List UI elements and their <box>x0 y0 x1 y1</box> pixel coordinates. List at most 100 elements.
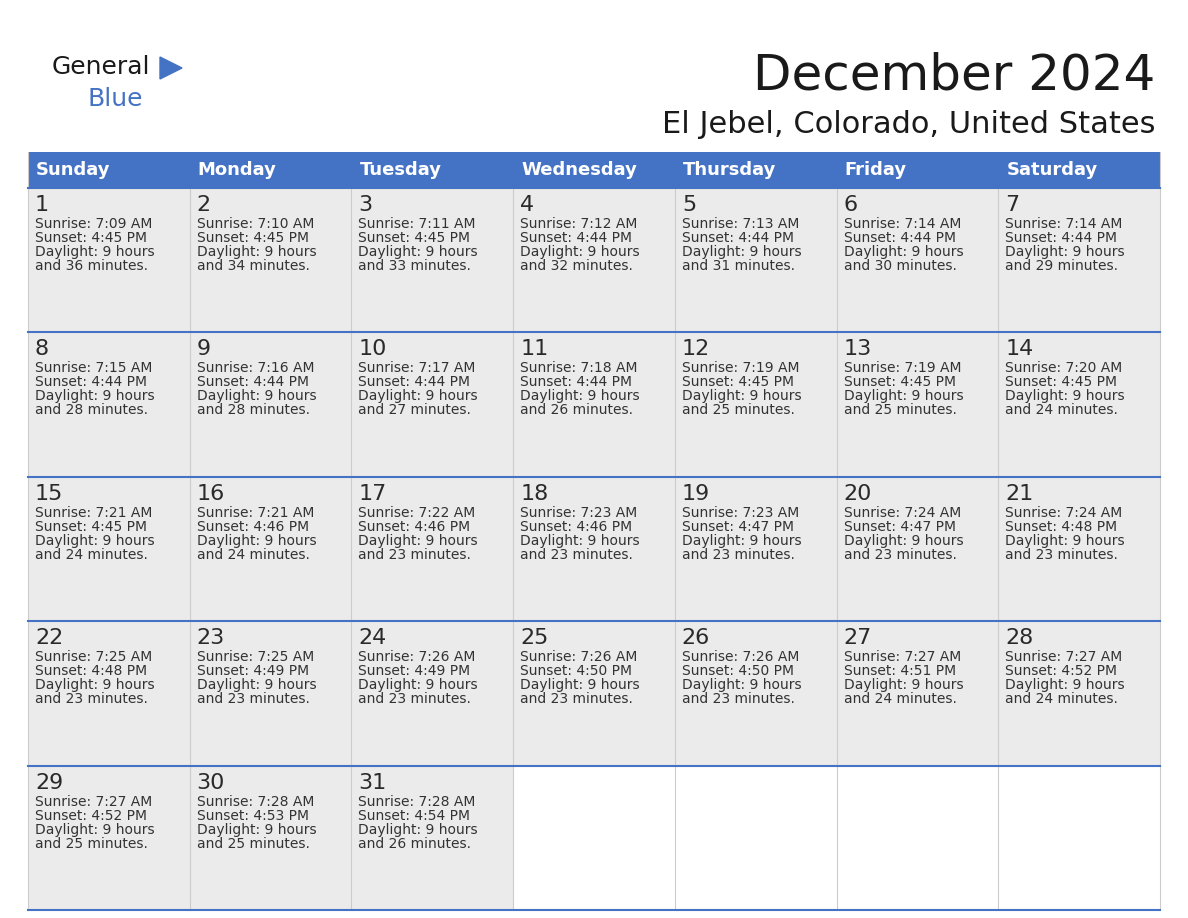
Bar <box>190 766 352 910</box>
Text: Sunset: 4:44 PM: Sunset: 4:44 PM <box>197 375 309 389</box>
Text: Sunrise: 7:26 AM: Sunrise: 7:26 AM <box>359 650 476 665</box>
Text: Sunset: 4:45 PM: Sunset: 4:45 PM <box>34 231 147 245</box>
Text: Sunrise: 7:11 AM: Sunrise: 7:11 AM <box>359 217 476 231</box>
Text: and 29 minutes.: and 29 minutes. <box>1005 259 1118 273</box>
Text: Sunrise: 7:25 AM: Sunrise: 7:25 AM <box>197 650 314 665</box>
Text: Sunrise: 7:27 AM: Sunrise: 7:27 AM <box>843 650 961 665</box>
Text: 22: 22 <box>34 628 63 648</box>
Text: Sunset: 4:44 PM: Sunset: 4:44 PM <box>34 375 147 389</box>
Bar <box>352 621 513 766</box>
Text: Sunrise: 7:14 AM: Sunrise: 7:14 AM <box>1005 217 1123 231</box>
Text: Daylight: 9 hours: Daylight: 9 hours <box>682 389 802 403</box>
Bar <box>352 332 513 476</box>
Text: Sunset: 4:45 PM: Sunset: 4:45 PM <box>359 231 470 245</box>
Text: and 23 minutes.: and 23 minutes. <box>1005 548 1118 562</box>
Text: Sunset: 4:45 PM: Sunset: 4:45 PM <box>197 231 309 245</box>
Text: Sunrise: 7:21 AM: Sunrise: 7:21 AM <box>34 506 152 520</box>
Text: Sunset: 4:52 PM: Sunset: 4:52 PM <box>34 809 147 823</box>
Bar <box>190 476 352 621</box>
Text: 11: 11 <box>520 340 549 360</box>
Text: Sunset: 4:45 PM: Sunset: 4:45 PM <box>34 520 147 533</box>
Bar <box>675 188 836 332</box>
Text: 25: 25 <box>520 628 549 648</box>
Text: Daylight: 9 hours: Daylight: 9 hours <box>843 389 963 403</box>
Bar <box>836 332 998 476</box>
Text: Daylight: 9 hours: Daylight: 9 hours <box>1005 533 1125 548</box>
Text: and 24 minutes.: and 24 minutes. <box>1005 692 1118 706</box>
Text: Daylight: 9 hours: Daylight: 9 hours <box>359 533 478 548</box>
Text: Sunset: 4:48 PM: Sunset: 4:48 PM <box>1005 520 1118 533</box>
Text: Sunrise: 7:20 AM: Sunrise: 7:20 AM <box>1005 362 1123 375</box>
Text: Daylight: 9 hours: Daylight: 9 hours <box>843 533 963 548</box>
Text: Daylight: 9 hours: Daylight: 9 hours <box>197 678 316 692</box>
Text: Daylight: 9 hours: Daylight: 9 hours <box>197 245 316 259</box>
Bar <box>836 621 998 766</box>
Text: and 30 minutes.: and 30 minutes. <box>843 259 956 273</box>
Text: 13: 13 <box>843 340 872 360</box>
Text: and 23 minutes.: and 23 minutes. <box>520 692 633 706</box>
Text: 7: 7 <box>1005 195 1019 215</box>
Text: Daylight: 9 hours: Daylight: 9 hours <box>843 245 963 259</box>
Text: General: General <box>52 55 151 79</box>
Text: Daylight: 9 hours: Daylight: 9 hours <box>34 245 154 259</box>
Text: 30: 30 <box>197 773 225 792</box>
Text: Blue: Blue <box>87 87 143 111</box>
Text: and 23 minutes.: and 23 minutes. <box>197 692 310 706</box>
Text: Sunday: Sunday <box>36 161 110 179</box>
Text: Sunrise: 7:12 AM: Sunrise: 7:12 AM <box>520 217 638 231</box>
Text: Sunrise: 7:15 AM: Sunrise: 7:15 AM <box>34 362 152 375</box>
Text: 24: 24 <box>359 628 386 648</box>
Text: Sunset: 4:44 PM: Sunset: 4:44 PM <box>520 375 632 389</box>
Text: Sunrise: 7:23 AM: Sunrise: 7:23 AM <box>682 506 800 520</box>
Polygon shape <box>160 57 182 79</box>
Text: 10: 10 <box>359 340 387 360</box>
Text: Sunrise: 7:24 AM: Sunrise: 7:24 AM <box>843 506 961 520</box>
Text: Daylight: 9 hours: Daylight: 9 hours <box>359 823 478 836</box>
Text: Daylight: 9 hours: Daylight: 9 hours <box>197 533 316 548</box>
Bar <box>29 188 190 332</box>
Text: and 23 minutes.: and 23 minutes. <box>359 692 472 706</box>
Text: 31: 31 <box>359 773 386 792</box>
Bar <box>998 476 1159 621</box>
Text: and 23 minutes.: and 23 minutes. <box>520 548 633 562</box>
Text: Sunset: 4:50 PM: Sunset: 4:50 PM <box>520 665 632 678</box>
Text: Daylight: 9 hours: Daylight: 9 hours <box>843 678 963 692</box>
Text: Sunrise: 7:26 AM: Sunrise: 7:26 AM <box>520 650 638 665</box>
Bar <box>998 188 1159 332</box>
Bar <box>675 332 836 476</box>
Bar <box>29 621 190 766</box>
Text: Sunset: 4:45 PM: Sunset: 4:45 PM <box>843 375 955 389</box>
Text: 4: 4 <box>520 195 535 215</box>
Bar <box>352 476 513 621</box>
Text: Daylight: 9 hours: Daylight: 9 hours <box>34 533 154 548</box>
Bar <box>998 332 1159 476</box>
Text: 18: 18 <box>520 484 549 504</box>
Text: Sunset: 4:52 PM: Sunset: 4:52 PM <box>1005 665 1117 678</box>
Text: Daylight: 9 hours: Daylight: 9 hours <box>682 533 802 548</box>
Bar <box>29 152 1159 188</box>
Bar <box>675 476 836 621</box>
Bar <box>836 188 998 332</box>
Text: and 36 minutes.: and 36 minutes. <box>34 259 148 273</box>
Text: Sunset: 4:50 PM: Sunset: 4:50 PM <box>682 665 794 678</box>
Text: Sunset: 4:44 PM: Sunset: 4:44 PM <box>520 231 632 245</box>
Text: 17: 17 <box>359 484 386 504</box>
Bar <box>190 188 352 332</box>
Text: Sunset: 4:51 PM: Sunset: 4:51 PM <box>843 665 955 678</box>
Text: Sunrise: 7:13 AM: Sunrise: 7:13 AM <box>682 217 800 231</box>
Text: 2: 2 <box>197 195 210 215</box>
Bar <box>352 766 513 910</box>
Text: Sunset: 4:44 PM: Sunset: 4:44 PM <box>843 231 955 245</box>
Text: Sunrise: 7:23 AM: Sunrise: 7:23 AM <box>520 506 638 520</box>
Text: Sunrise: 7:16 AM: Sunrise: 7:16 AM <box>197 362 314 375</box>
Text: Sunrise: 7:09 AM: Sunrise: 7:09 AM <box>34 217 152 231</box>
Text: Daylight: 9 hours: Daylight: 9 hours <box>359 245 478 259</box>
Text: Daylight: 9 hours: Daylight: 9 hours <box>1005 245 1125 259</box>
Text: 27: 27 <box>843 628 872 648</box>
Bar <box>998 766 1159 910</box>
Text: El Jebel, Colorado, United States: El Jebel, Colorado, United States <box>662 110 1155 139</box>
Text: Daylight: 9 hours: Daylight: 9 hours <box>682 245 802 259</box>
Text: 12: 12 <box>682 340 710 360</box>
Text: Daylight: 9 hours: Daylight: 9 hours <box>197 823 316 836</box>
Text: and 23 minutes.: and 23 minutes. <box>843 548 956 562</box>
